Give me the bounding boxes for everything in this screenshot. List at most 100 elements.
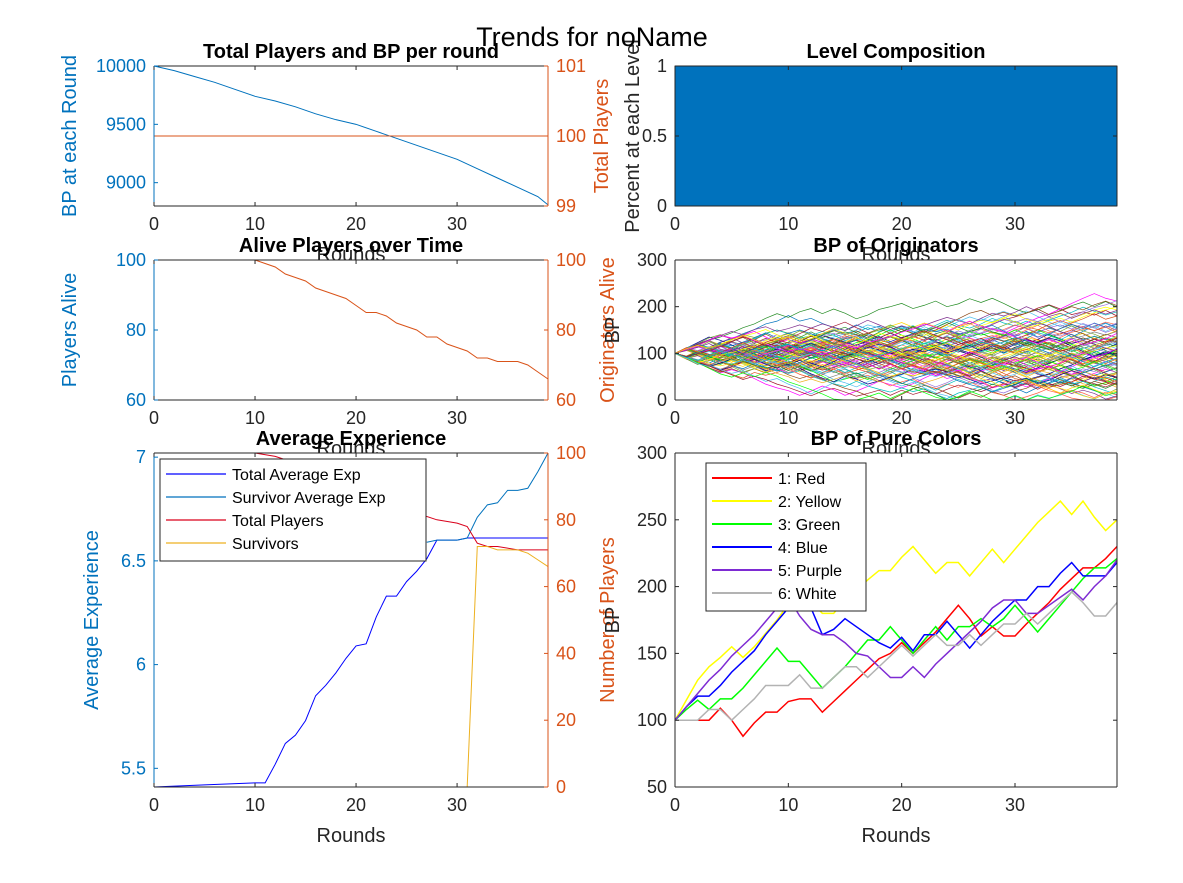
x-tick-label: 30 bbox=[447, 795, 467, 815]
series-line-6-white bbox=[675, 590, 1118, 722]
y-tick-label: 0 bbox=[657, 390, 667, 410]
chart-title: BP of Originators bbox=[813, 235, 978, 257]
series-line-p1-1 bbox=[153, 65, 549, 206]
y-tick-label: 9500 bbox=[106, 114, 146, 134]
y-tick-label: 50 bbox=[647, 777, 667, 797]
legend-label: Total Average Exp bbox=[232, 467, 361, 484]
y-right-tick-label: 60 bbox=[556, 577, 576, 597]
legend-box bbox=[159, 458, 427, 562]
originator-line-79 bbox=[674, 353, 1118, 397]
series-line-1-red bbox=[675, 546, 1118, 738]
y-axis-label: Percent at each Level bbox=[622, 39, 644, 232]
x-tick-label: 10 bbox=[778, 795, 798, 815]
y-tick-label: 200 bbox=[637, 297, 667, 317]
chart-p6: 0 10 20 30 50 100 150 200 250 300 Rounds BP BP of Pu… bbox=[602, 428, 1118, 847]
y-tick-label: 6 bbox=[136, 655, 146, 675]
originator-line-95 bbox=[674, 348, 1118, 381]
x-tick-label: 30 bbox=[1005, 214, 1025, 234]
x-tick-label: 10 bbox=[778, 408, 798, 428]
y-tick-label: 100 bbox=[637, 343, 667, 363]
originator-line-77 bbox=[674, 330, 1118, 365]
legend: 1: Red 2: Yellow 3: Green 4: Blue 5: Purple 6… bbox=[705, 462, 867, 612]
legend-label: 3: Green bbox=[778, 517, 840, 534]
chart-p5: 0 10 20 30 5.5 6 6.5 7 0 20 40 60 80 100 Rounds Average… bbox=[81, 428, 619, 847]
originator-line-87 bbox=[674, 300, 1118, 359]
x-tick-label: 20 bbox=[346, 214, 366, 234]
y-right-tick-label: 80 bbox=[556, 510, 576, 530]
chart-title: Level Composition bbox=[807, 41, 986, 63]
legend: Total Average Exp Survivor Average Exp Tot… bbox=[159, 458, 427, 562]
x-tick-label: 30 bbox=[447, 214, 467, 234]
y-tick-label: 5.5 bbox=[121, 758, 146, 778]
figure-title: Trends for noName bbox=[476, 22, 708, 52]
y-right-tick-label: 60 bbox=[556, 390, 576, 410]
series-line-survivor-average-exp bbox=[426, 452, 549, 543]
x-tick-label: 20 bbox=[346, 795, 366, 815]
x-axis-label: Rounds bbox=[317, 825, 386, 847]
x-tick-label: 20 bbox=[346, 408, 366, 428]
x-tick-label: 0 bbox=[670, 408, 680, 428]
y-tick-label: 250 bbox=[637, 510, 667, 530]
y-tick-label: 100 bbox=[116, 250, 146, 270]
legend-label: 1: Red bbox=[778, 471, 825, 488]
originator-line-91 bbox=[674, 343, 1118, 393]
x-tick-label: 10 bbox=[245, 795, 265, 815]
y-right-tick-label: 99 bbox=[556, 196, 576, 216]
originator-line-92 bbox=[674, 338, 1118, 388]
y-axis-right-label: Number of Players bbox=[597, 537, 619, 703]
originator-line-97 bbox=[674, 321, 1118, 357]
series-line-3-green bbox=[674, 557, 1118, 721]
originator-line-11 bbox=[674, 353, 1118, 401]
originator-line-78 bbox=[674, 344, 1118, 395]
x-tick-label: 20 bbox=[892, 795, 912, 815]
y-tick-label: 10000 bbox=[96, 56, 146, 76]
y-tick-label: 0 bbox=[657, 196, 667, 216]
y-axis-right-label: Total Players bbox=[591, 79, 613, 194]
x-tick-label: 0 bbox=[149, 408, 159, 428]
y-right-tick-label: 100 bbox=[556, 250, 586, 270]
x-tick-label: 10 bbox=[245, 408, 265, 428]
chart-title: Total Players and BP per round bbox=[203, 41, 499, 63]
y-right-tick-label: 101 bbox=[556, 56, 586, 76]
y-tick-label: 200 bbox=[637, 577, 667, 597]
y-right-tick-label: 80 bbox=[556, 320, 576, 340]
y-tick-label: 300 bbox=[637, 250, 667, 270]
originator-line-86 bbox=[674, 352, 1118, 399]
originator-line-62 bbox=[674, 348, 1118, 377]
plot-area bbox=[154, 260, 548, 400]
y-axis-label: Players Alive bbox=[59, 273, 81, 388]
x-tick-label: 10 bbox=[245, 214, 265, 234]
x-tick-label: 10 bbox=[778, 214, 798, 234]
x-tick-label: 0 bbox=[670, 214, 680, 234]
legend-label: 4: Blue bbox=[778, 540, 828, 557]
chart-title: Alive Players over Time bbox=[239, 235, 463, 257]
originator-line-70 bbox=[674, 341, 1118, 373]
originator-line-50 bbox=[674, 323, 1118, 371]
legend-label: 6: White bbox=[778, 586, 837, 603]
y-axis-label: BP bbox=[602, 607, 624, 634]
originator-line-26 bbox=[674, 293, 1118, 354]
originator-line-93 bbox=[674, 347, 1118, 384]
y-axis-label: BP at each Round bbox=[59, 55, 81, 217]
x-tick-label: 0 bbox=[149, 795, 159, 815]
originator-line-99 bbox=[674, 337, 1118, 368]
originator-line-98 bbox=[674, 320, 1118, 356]
area-level-1 bbox=[674, 65, 1118, 207]
y-tick-label: 0.5 bbox=[642, 126, 667, 146]
y-right-tick-label: 0 bbox=[556, 777, 566, 797]
chart-title: BP of Pure Colors bbox=[811, 428, 982, 450]
originator-line-85 bbox=[674, 351, 1118, 401]
y-tick-label: 80 bbox=[126, 320, 146, 340]
chart-title: Average Experience bbox=[256, 428, 446, 450]
y-right-tick-label: 100 bbox=[556, 126, 586, 146]
x-tick-label: 20 bbox=[892, 214, 912, 234]
series-line-total-average-exp bbox=[153, 537, 548, 788]
y-tick-label: 60 bbox=[126, 390, 146, 410]
legend-label: Survivors bbox=[232, 536, 299, 553]
legend-label: 5: Purple bbox=[778, 563, 842, 580]
x-axis-label: Rounds bbox=[862, 825, 931, 847]
